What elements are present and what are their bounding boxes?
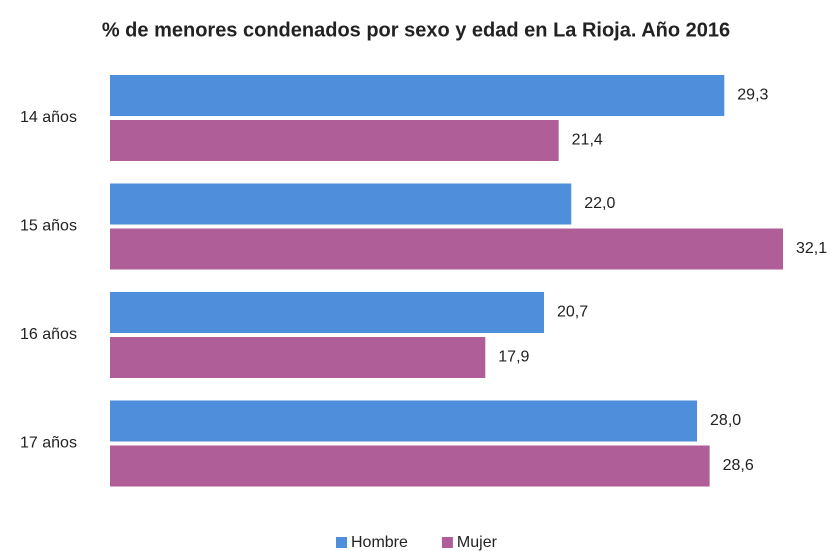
bar <box>110 400 698 442</box>
category-label: 14 años <box>20 109 77 126</box>
legend-swatch <box>441 537 453 548</box>
value-label: 28,6 <box>723 457 754 474</box>
bar <box>110 120 559 161</box>
bar <box>110 228 783 270</box>
value-label: 17,9 <box>498 349 529 366</box>
legend-swatch <box>336 537 347 548</box>
value-label: 21,4 <box>572 132 603 149</box>
bar <box>110 292 544 333</box>
legend-label: Hombre <box>351 534 408 551</box>
value-label: 22,0 <box>584 195 615 212</box>
bar <box>110 75 725 116</box>
bar <box>110 337 486 378</box>
value-label: 29,3 <box>737 87 768 104</box>
value-label: 20,7 <box>557 304 588 321</box>
category-label: 17 años <box>20 435 77 452</box>
category-label: 15 años <box>20 218 77 235</box>
bar <box>110 183 572 225</box>
value-label: 28,0 <box>710 412 741 429</box>
legend-label: Mujer <box>457 534 498 551</box>
bar <box>110 445 710 487</box>
category-label: 16 años <box>20 326 77 343</box>
chart-title: % de menores condenados por sexo y edad … <box>102 19 730 41</box>
value-label: 32,1 <box>796 240 827 257</box>
